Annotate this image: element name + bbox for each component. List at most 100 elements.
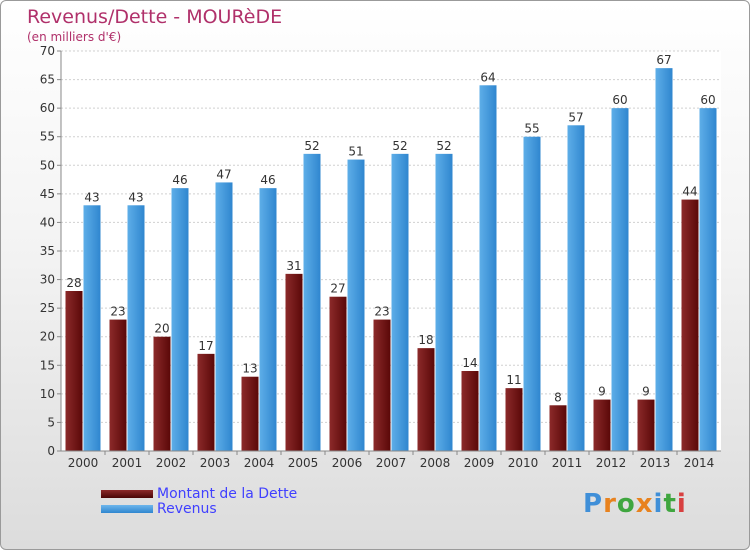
bar-value-label-revenue: 57 [568, 110, 583, 124]
legend-swatch-revenue [101, 505, 153, 513]
logo-letter: x [635, 489, 654, 519]
x-tick-label: 2008 [420, 456, 451, 470]
bar-debt [373, 319, 391, 451]
bar-revenue [171, 188, 189, 451]
bar-revenue [215, 182, 233, 451]
logo-letter: t [663, 489, 677, 519]
y-tick-label: 45 [40, 187, 55, 201]
bar-revenue [303, 153, 321, 451]
bar-value-label-debt: 14 [462, 356, 477, 370]
x-tick-label: 2000 [68, 456, 99, 470]
y-tick-label: 70 [40, 44, 55, 58]
bar-revenue [655, 68, 673, 452]
bar-revenue [347, 159, 365, 452]
bar-value-label-revenue: 51 [348, 145, 363, 159]
bar-revenue [611, 108, 629, 452]
bar-debt [461, 371, 479, 451]
x-tick-label: 2003 [200, 456, 231, 470]
bar-debt [197, 353, 215, 451]
x-tick-label: 2007 [376, 456, 407, 470]
legend-swatch-debt [101, 490, 153, 498]
legend-label-debt: Montant de la Dette [157, 486, 298, 502]
bar-value-label-revenue: 67 [656, 53, 671, 67]
y-tick-label: 40 [40, 215, 55, 229]
bar-value-label-debt: 44 [682, 185, 697, 199]
bar-debt [681, 199, 699, 451]
bar-debt [329, 296, 347, 451]
bar-revenue [479, 85, 497, 452]
x-tick-label: 2010 [508, 456, 539, 470]
bar-value-label-revenue: 64 [480, 70, 495, 84]
bar-value-label-debt: 9 [642, 385, 650, 399]
y-tick-label: 25 [40, 301, 55, 315]
bar-revenue [523, 136, 541, 451]
bar-value-label-debt: 18 [418, 333, 433, 347]
chart-title: Revenus/Dette - MOURèDE [27, 6, 283, 28]
bar-debt [593, 399, 611, 451]
bar-value-label-debt: 31 [286, 259, 301, 273]
x-tick-label: 2012 [596, 456, 627, 470]
bar-debt [65, 291, 83, 451]
logo-letter: i [676, 489, 687, 519]
bar-debt [505, 388, 523, 451]
bar-value-label-revenue: 46 [172, 173, 187, 187]
x-tick-label: 2005 [288, 456, 319, 470]
bar-value-label-revenue: 52 [392, 139, 407, 153]
x-tick-label: 2011 [552, 456, 583, 470]
y-tick-label: 5 [47, 415, 55, 429]
x-tick-label: 2014 [684, 456, 715, 470]
y-tick-label: 50 [40, 158, 55, 172]
y-tick-label: 35 [40, 244, 55, 258]
y-tick-label: 10 [40, 387, 55, 401]
bar-value-label-revenue: 52 [436, 139, 451, 153]
logo-letter: P [583, 489, 604, 519]
x-tick-label: 2002 [156, 456, 187, 470]
bar-debt [417, 348, 435, 451]
bar-debt [637, 399, 655, 451]
x-tick-label: 2004 [244, 456, 275, 470]
bar-revenue [567, 125, 585, 452]
y-tick-label: 20 [40, 330, 55, 344]
bar-value-label-revenue: 60 [612, 93, 627, 107]
bar-revenue [127, 205, 145, 451]
bar-value-label-debt: 23 [374, 305, 389, 319]
bar-value-label-debt: 13 [242, 362, 257, 376]
y-tick-label: 65 [40, 73, 55, 87]
y-tick-label: 55 [40, 130, 55, 144]
logo-letter: r [603, 489, 617, 519]
proxiti-logo: Proxiti [583, 489, 687, 519]
bar-value-label-debt: 17 [198, 339, 213, 353]
bar-value-label-revenue: 47 [216, 167, 231, 181]
bar-revenue [435, 153, 453, 451]
x-tick-label: 2001 [112, 456, 143, 470]
bar-value-label-debt: 11 [506, 373, 521, 387]
logo-letter: i [653, 489, 664, 519]
bar-value-label-debt: 20 [154, 322, 169, 336]
legend-label-revenue: Revenus [157, 501, 217, 517]
y-tick-label: 0 [47, 444, 55, 458]
bar-value-label-debt: 28 [66, 276, 81, 290]
bar-value-label-debt: 23 [110, 305, 125, 319]
y-tick-label: 30 [40, 273, 55, 287]
bar-value-label-revenue: 43 [84, 190, 99, 204]
x-tick-label: 2013 [640, 456, 671, 470]
y-tick-label: 15 [40, 358, 55, 372]
bar-debt [549, 405, 567, 451]
x-tick-label: 2006 [332, 456, 363, 470]
bar-revenue [391, 153, 409, 451]
bar-revenue [699, 108, 717, 452]
logo-letter: o [616, 489, 636, 519]
bar-debt [241, 376, 259, 451]
bar-revenue [259, 188, 277, 451]
bar-value-label-debt: 9 [598, 385, 606, 399]
bar-value-label-revenue: 52 [304, 139, 319, 153]
bar-debt [153, 336, 171, 451]
bar-value-label-revenue: 60 [700, 93, 715, 107]
bar-revenue [83, 205, 101, 451]
bar-debt [285, 273, 303, 451]
y-tick-label: 60 [40, 101, 55, 115]
bar-value-label-revenue: 55 [524, 122, 539, 136]
x-tick-label: 2009 [464, 456, 495, 470]
bar-value-label-revenue: 46 [260, 173, 275, 187]
bar-value-label-debt: 27 [330, 282, 345, 296]
